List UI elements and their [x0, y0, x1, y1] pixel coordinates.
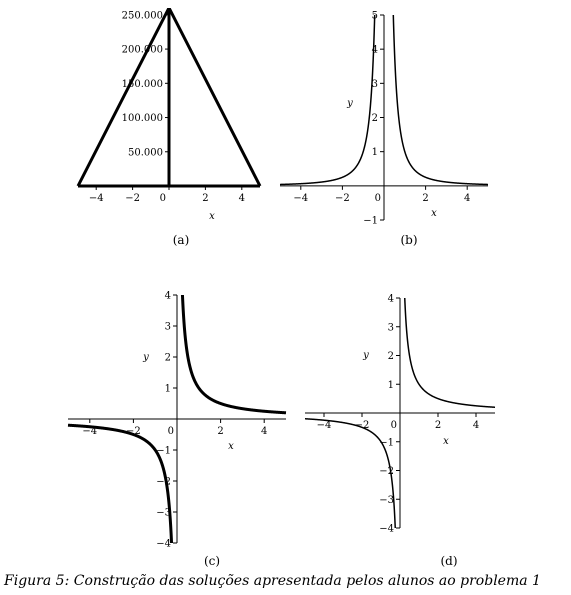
y-tick-label: 200.000: [122, 45, 163, 56]
series-line-branch-2: [392, 15, 489, 186]
x-tick-label: −4: [317, 420, 332, 431]
y-tick-label: −4: [379, 524, 394, 535]
x-tick-label: 2: [422, 193, 428, 204]
x-tick-label: −2: [126, 426, 141, 437]
y-tick-label: 250.000: [122, 10, 163, 21]
figure-caption: Figura 5: Construção das soluções aprese…: [4, 573, 541, 589]
y-tick-label: −1: [156, 446, 171, 457]
y-tick-label: −1: [363, 216, 378, 227]
x-tick-label: 2: [202, 193, 208, 204]
x-tick-label: −2: [355, 420, 370, 431]
x-axis-label: x: [443, 436, 449, 447]
y-tick-label: −3: [156, 508, 171, 519]
series-line-branch-1: [67, 423, 174, 543]
y-tick-label: 2: [372, 113, 378, 124]
y-axis-label: y: [346, 98, 353, 109]
x-tick-label: 4: [239, 193, 245, 204]
x-axis-label: x: [209, 211, 215, 222]
x-tick-label: 2: [217, 426, 223, 437]
chart-panel-c: −4 −2 0 2 4 −4 −3 −2 −1 1 2 3 4 x y (c): [67, 291, 287, 568]
y-tick-label: 3: [165, 322, 171, 333]
x-tick-label: 4: [261, 426, 267, 437]
y-tick-label: 4: [165, 291, 171, 302]
x-tick-label: 4: [464, 193, 470, 204]
series-line-branch-2: [180, 295, 287, 415]
y-tick-label: 150.000: [122, 79, 163, 90]
y-tick-label: 1: [165, 384, 171, 395]
panel-label: (c): [204, 554, 220, 568]
x-tick-label: 0: [391, 420, 397, 431]
y-tick-label: 100.000: [122, 113, 163, 124]
chart-panel-a: −4 −2 0 2 4 50.000 100.000 150.000 200.000 250.00…: [76, 8, 262, 247]
y-tick-label: 3: [372, 79, 378, 90]
series-line-branch-1: [304, 418, 397, 528]
x-tick-label: 4: [473, 420, 479, 431]
y-tick-label: 4: [388, 294, 394, 305]
x-tick-label: −2: [125, 193, 140, 204]
panel-label: (d): [440, 554, 457, 568]
y-tick-label: −3: [379, 495, 394, 506]
x-axis-label: x: [228, 441, 234, 452]
y-axis-label: y: [362, 350, 369, 361]
x-tick-label: 0: [168, 426, 174, 437]
panel-label: (b): [400, 233, 417, 247]
x-tick-label: −4: [82, 426, 97, 437]
y-tick-label: 2: [388, 351, 394, 362]
y-tick-label: −1: [379, 437, 394, 448]
y-tick-label: −2: [379, 466, 394, 477]
y-tick-label: 1: [372, 147, 378, 158]
y-tick-label: 1: [388, 380, 394, 391]
x-tick-label: −4: [293, 193, 308, 204]
y-tick-label: 4: [372, 45, 378, 56]
y-tick-label: 3: [388, 322, 394, 333]
chart-panel-d: −4 −2 0 2 4 −4 −3 −2 −1 1 2 3 4 x y (d): [304, 294, 496, 568]
x-tick-label: −4: [89, 193, 104, 204]
x-tick-label: 2: [435, 420, 441, 431]
y-tick-label: 2: [165, 353, 171, 364]
y-tick-label: 50.000: [128, 147, 163, 158]
x-axis-label: x: [431, 208, 437, 219]
panel-label: (a): [173, 233, 190, 247]
series-line: [76, 8, 262, 186]
series-line-branch-2: [403, 298, 496, 408]
y-tick-label: −2: [156, 477, 171, 488]
series-line-branch-1: [279, 15, 376, 186]
x-tick-label: 0: [375, 193, 381, 204]
x-tick-label: −2: [335, 193, 350, 204]
y-axis-label: y: [142, 352, 149, 363]
y-tick-label: −4: [156, 539, 171, 550]
x-tick-label: 0: [160, 193, 166, 204]
